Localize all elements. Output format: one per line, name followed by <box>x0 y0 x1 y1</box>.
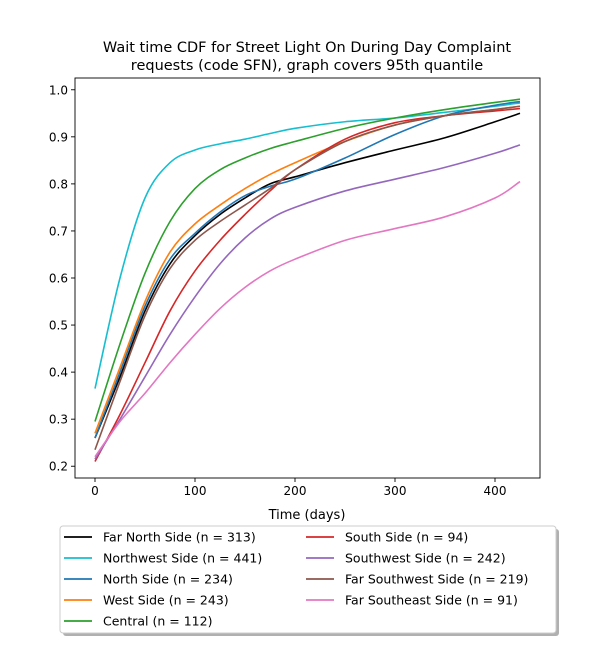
x-axis-label: Time (days) <box>268 508 346 523</box>
x-tick-label: 300 <box>384 484 407 498</box>
y-tick-label: 0.6 <box>49 272 68 286</box>
y-tick-label: 0.2 <box>49 460 68 474</box>
x-tick-label: 400 <box>484 484 507 498</box>
legend-label-northwest-side: Northwest Side (n = 441) <box>103 551 262 566</box>
series-line-far-southeast-side <box>94 180 521 458</box>
legend-label-far-southeast-side: Far Southeast Side (n = 91) <box>345 593 518 608</box>
legend: Far North Side (n = 313) Northwest Side (… <box>59 525 559 636</box>
legend-label-far-southwest-side: Far Southwest Side (n = 219) <box>345 572 528 587</box>
legend-label-south-side: South Side (n = 94) <box>345 530 468 545</box>
chart-title: Wait time CDF for Street Light On During… <box>103 40 511 56</box>
legend-label-north-side: North Side (n = 234) <box>103 572 233 587</box>
y-tick-label: 1.0 <box>49 83 68 97</box>
series-line-west-side <box>94 105 521 434</box>
legend-label-central: Central (n = 112) <box>103 614 212 629</box>
series-line-far-southwest-side <box>94 105 521 451</box>
legend-label-far-north-side: Far North Side (n = 313) <box>103 530 256 545</box>
series-line-northwest-side <box>94 102 521 389</box>
series-line-central <box>94 98 521 422</box>
legend-label-southwest-side: Southwest Side (n = 242) <box>345 551 506 566</box>
y-tick-label: 0.4 <box>49 366 68 380</box>
y-tick-label: 0.3 <box>49 413 68 427</box>
y-tick-label: 0.8 <box>49 177 68 191</box>
chart-title-line2: requests (code SFN), graph covers 95th q… <box>131 58 483 74</box>
legend-label-west-side: West Side (n = 243) <box>103 593 229 608</box>
y-tick-label: 0.7 <box>49 224 68 238</box>
y-tick-label: 0.5 <box>49 319 68 333</box>
y-tick-label: 0.9 <box>49 130 68 144</box>
x-tick-label: 100 <box>184 484 207 498</box>
series-line-north-side <box>94 100 521 439</box>
series-line-southwest-side <box>94 144 521 460</box>
plot-area: 0 100 200 300 400 0.2 0.3 0.4 0.5 0.6 0.7 0.8 0.9 1.0 <box>49 77 541 498</box>
x-tick-label: 200 <box>284 484 307 498</box>
x-tick-label: 0 <box>91 484 99 498</box>
